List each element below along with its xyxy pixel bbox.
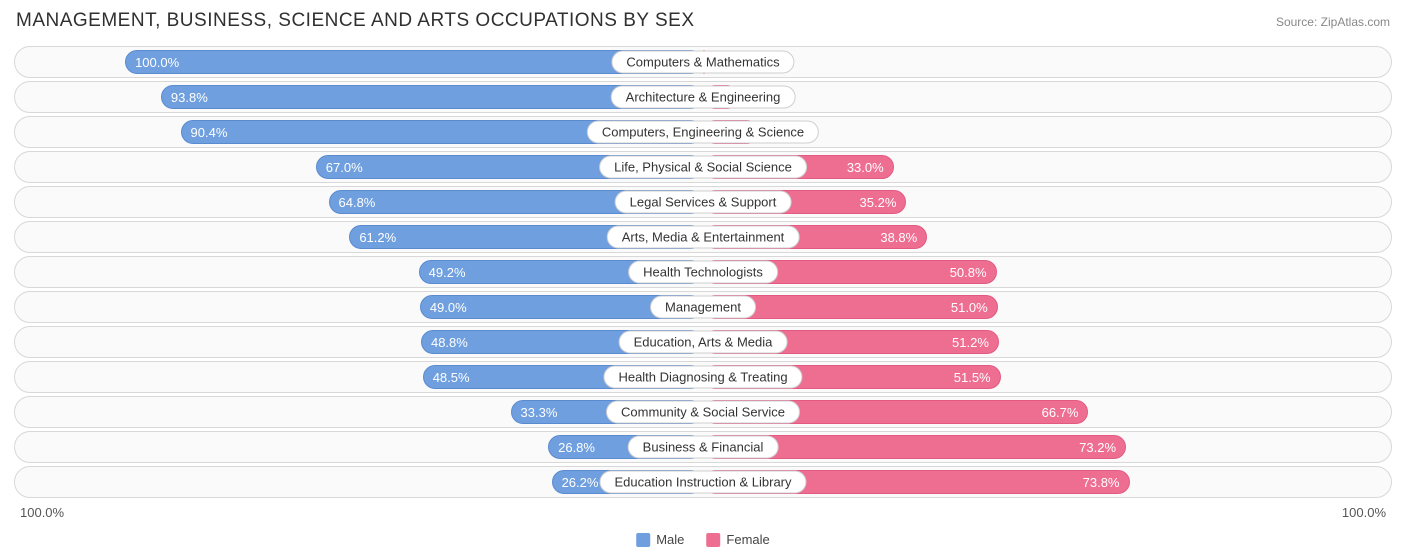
- axis-left-label: 100.0%: [20, 505, 64, 520]
- female-value: 33.0%: [847, 152, 894, 182]
- category-label: Health Technologists: [628, 261, 778, 284]
- chart-row: 49.0% 51.0% Management: [14, 291, 1392, 323]
- male-value: 26.2%: [552, 467, 599, 497]
- legend-item-male: Male: [636, 532, 684, 547]
- x-axis: 100.0% 100.0%: [14, 501, 1392, 520]
- male-value: 67.0%: [316, 152, 363, 182]
- chart-row: 93.8%6.2%Architecture & Engineering: [14, 81, 1392, 113]
- chart-row: 100.0%0.0%Computers & Mathematics: [14, 46, 1392, 78]
- male-value: 49.0%: [420, 292, 467, 322]
- male-value: 48.5%: [423, 362, 470, 392]
- category-label: Community & Social Service: [606, 401, 800, 424]
- category-label: Education, Arts & Media: [619, 331, 788, 354]
- male-value: 100.0%: [125, 47, 179, 77]
- chart-row: 49.2% 50.8% Health Technologists: [14, 256, 1392, 288]
- category-label: Legal Services & Support: [615, 191, 792, 214]
- chart-row: 48.5% 51.5% Health Diagnosing & Treating: [14, 361, 1392, 393]
- chart-row: 48.8% 51.2% Education, Arts & Media: [14, 326, 1392, 358]
- category-label: Education Instruction & Library: [599, 471, 806, 494]
- chart-row: 67.0% 33.0% Life, Physical & Social Scienc…: [14, 151, 1392, 183]
- male-value: 64.8%: [329, 187, 376, 217]
- chart-title: MANAGEMENT, BUSINESS, SCIENCE AND ARTS O…: [16, 10, 695, 32]
- chart-header: MANAGEMENT, BUSINESS, SCIENCE AND ARTS O…: [14, 10, 1392, 32]
- legend-male-label: Male: [656, 532, 684, 547]
- male-value: 33.3%: [511, 397, 558, 427]
- chart-row: 33.3% 66.7% Community & Social Service: [14, 396, 1392, 428]
- category-label: Arts, Media & Entertainment: [607, 226, 800, 249]
- male-value: 93.8%: [161, 82, 208, 112]
- chart-source: Source: ZipAtlas.com: [1276, 15, 1390, 29]
- chart-row: 64.8% 35.2% Legal Services & Support: [14, 186, 1392, 218]
- category-label: Business & Financial: [628, 436, 779, 459]
- legend-item-female: Female: [706, 532, 769, 547]
- chart-row: 26.2% 73.8% Education Instruction & Librar…: [14, 466, 1392, 498]
- chart-row: 61.2% 38.8% Arts, Media & Entertainment: [14, 221, 1392, 253]
- category-label: Management: [650, 296, 756, 319]
- male-swatch-icon: [636, 533, 650, 547]
- male-value: 61.2%: [349, 222, 396, 252]
- chart-row: 90.4%9.7%Computers, Engineering & Scienc…: [14, 116, 1392, 148]
- category-label: Computers, Engineering & Science: [587, 121, 819, 144]
- diverging-bar-chart: 100.0%0.0%Computers & Mathematics93.8%6.…: [14, 46, 1392, 498]
- female-swatch-icon: [706, 533, 720, 547]
- female-value: 38.8%: [880, 222, 927, 252]
- female-value: 66.7%: [1042, 397, 1089, 427]
- female-value: 51.2%: [952, 327, 999, 357]
- female-value: 51.5%: [954, 362, 1001, 392]
- female-value: 51.0%: [951, 292, 998, 322]
- male-value: 90.4%: [181, 117, 228, 147]
- female-value: 73.8%: [1083, 467, 1130, 497]
- male-value: 49.2%: [419, 257, 466, 287]
- axis-right-label: 100.0%: [1342, 505, 1386, 520]
- category-label: Architecture & Engineering: [611, 86, 796, 109]
- male-value: 48.8%: [421, 327, 468, 357]
- category-label: Computers & Mathematics: [611, 51, 794, 74]
- category-label: Health Diagnosing & Treating: [603, 366, 802, 389]
- female-value: 73.2%: [1079, 432, 1126, 462]
- female-value: 35.2%: [860, 187, 907, 217]
- legend-female-label: Female: [726, 532, 769, 547]
- female-value: 50.8%: [950, 257, 997, 287]
- chart-row: 26.8% 73.2% Business & Financial: [14, 431, 1392, 463]
- category-label: Life, Physical & Social Science: [599, 156, 807, 179]
- male-value: 26.8%: [548, 432, 595, 462]
- legend: Male Female: [636, 532, 770, 547]
